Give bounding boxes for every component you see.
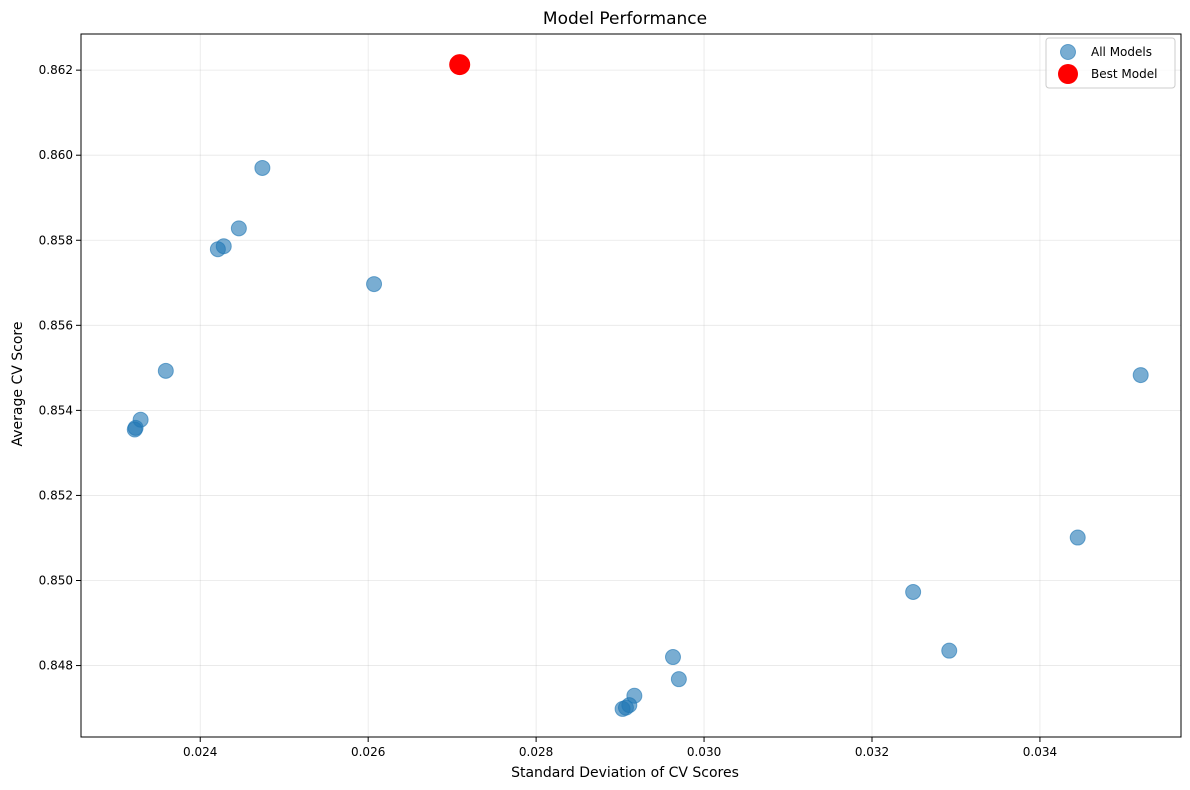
model-point [366, 276, 383, 293]
x-axis-label: Standard Deviation of CV Scores [511, 765, 739, 781]
plot-frame [80, 33, 1182, 738]
y-tick-label: 0.856 [39, 318, 73, 332]
model-point [941, 642, 958, 659]
y-tick-label: 0.860 [39, 148, 73, 162]
x-tick-label: 0.026 [351, 745, 385, 759]
best-model-point [449, 54, 471, 76]
legend: All Models Best Model [1045, 37, 1176, 89]
legend-label-best-model: Best Model [1091, 67, 1157, 81]
legend-marker-all-models [1060, 44, 1076, 60]
y-tick-label: 0.848 [39, 659, 73, 673]
model-point [626, 687, 643, 704]
legend-marker-best-model [1058, 64, 1078, 84]
x-tick-label: 0.024 [183, 745, 217, 759]
legend-label-all-models: All Models [1091, 45, 1152, 59]
model-point [670, 671, 687, 688]
model-point [1132, 367, 1149, 384]
model-point [905, 583, 922, 600]
x-tick-label: 0.028 [519, 745, 553, 759]
y-tick-label: 0.850 [39, 573, 73, 587]
chart-title: Model Performance [543, 9, 707, 29]
x-tick-label: 0.032 [855, 745, 889, 759]
y-axis-label: Average CV Score [10, 322, 26, 447]
model-point [664, 649, 681, 666]
model-point [1069, 529, 1086, 546]
y-tick-label: 0.858 [39, 233, 73, 247]
model-point [254, 159, 271, 176]
y-tick-label: 0.862 [39, 63, 73, 77]
x-tick-label: 0.030 [687, 745, 721, 759]
model-point [230, 220, 247, 237]
x-tick-label: 0.034 [1023, 745, 1057, 759]
legend-box [1045, 37, 1176, 89]
model-point [215, 238, 232, 255]
model-point [132, 411, 149, 428]
data-points [126, 54, 1149, 717]
y-axis-ticks: 0.848 0.850 0.852 0.854 0.856 0.858 0.860 0.862 [39, 63, 81, 673]
y-tick-label: 0.854 [39, 403, 73, 417]
model-point [157, 362, 174, 379]
x-axis-ticks: 0.024 0.026 0.028 0.030 0.032 0.034 [183, 737, 1057, 759]
grid [81, 34, 1181, 737]
y-tick-label: 0.852 [39, 488, 73, 502]
